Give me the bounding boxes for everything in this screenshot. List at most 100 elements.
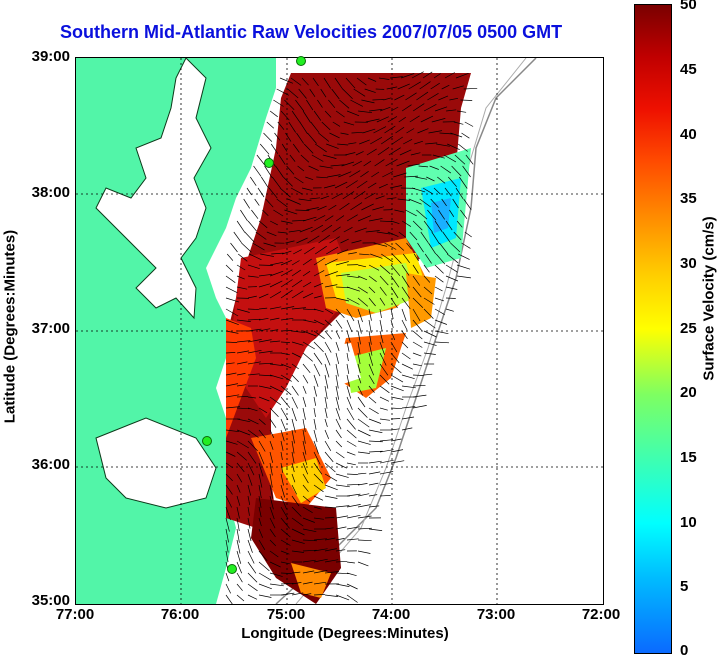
velocity-arrow — [289, 154, 296, 162]
map-plot-area[interactable] — [75, 57, 604, 605]
velocity-arrow — [313, 594, 325, 596]
velocity-arrow — [334, 77, 344, 90]
velocity-arrow — [384, 242, 397, 250]
velocity-arrow — [376, 231, 391, 235]
velocity-arrow — [320, 195, 330, 200]
velocity-arrow — [368, 341, 373, 356]
velocity-arrow — [409, 115, 420, 123]
radar-station-1[interactable] — [296, 56, 306, 66]
velocity-arrow — [437, 176, 446, 184]
velocity-arrow — [283, 176, 293, 187]
velocity-arrow — [401, 341, 409, 349]
velocity-arrow — [236, 528, 240, 543]
velocity-arrow — [291, 539, 305, 544]
velocity-arrow — [323, 184, 336, 189]
velocity-arrow — [431, 231, 440, 244]
velocity-arrow — [457, 143, 468, 152]
velocity-arrow — [326, 246, 339, 255]
velocity-arrow — [434, 297, 445, 302]
velocity-arrow — [313, 473, 324, 484]
velocity-arrow — [416, 209, 428, 220]
velocity-arrow — [225, 583, 232, 594]
velocity-arrow — [402, 253, 410, 264]
velocity-arrow — [379, 308, 382, 319]
velocity-arrow — [327, 174, 341, 178]
velocity-arrow — [401, 104, 412, 112]
ytick-label: 36:00 — [31, 456, 70, 473]
velocity-arrow — [280, 289, 293, 299]
velocity-arrow — [280, 330, 292, 332]
velocity-arrow — [269, 506, 275, 520]
velocity-arrow — [237, 253, 248, 262]
radar-station-2[interactable] — [264, 158, 274, 168]
velocity-arrow — [427, 93, 439, 101]
velocity-arrow — [280, 259, 292, 266]
velocity-arrow — [441, 198, 447, 207]
velocity-arrow — [252, 242, 265, 251]
velocity-arrow — [357, 472, 367, 475]
velocity-arrow — [390, 438, 402, 442]
velocity-arrow — [335, 330, 341, 339]
velocity-arrow — [324, 110, 332, 118]
velocity-arrow — [423, 264, 430, 273]
ytick-label: 39:00 — [31, 48, 70, 65]
velocity-arrow — [272, 176, 281, 189]
velocity-arrow — [430, 198, 439, 208]
velocity-arrow — [335, 538, 345, 541]
velocity-arrow — [313, 282, 324, 288]
velocity-arrow — [368, 286, 376, 294]
velocity-arrow — [353, 191, 366, 200]
velocity-arrow — [258, 273, 273, 277]
velocity-arrow — [412, 220, 423, 231]
velocity-arrow — [346, 473, 358, 475]
velocity-arrow — [445, 297, 456, 299]
velocity-arrow — [225, 517, 230, 532]
velocity-arrow — [236, 340, 251, 343]
velocity-arrow — [258, 293, 269, 299]
colorbar-tick: 50 — [680, 0, 697, 13]
velocity-arrow — [236, 561, 243, 574]
velocity-arrow — [335, 407, 341, 421]
velocity-arrow — [288, 121, 296, 133]
velocity-arrow — [408, 198, 422, 205]
velocity-arrow — [269, 473, 273, 488]
velocity-arrow — [236, 583, 243, 591]
velocity-arrow — [335, 451, 345, 459]
velocity-arrow — [458, 253, 470, 260]
velocity-arrow — [410, 152, 421, 156]
velocity-arrow — [408, 81, 421, 90]
radar-station-3[interactable] — [202, 436, 212, 446]
velocity-arrow — [411, 71, 424, 79]
velocity-arrow — [339, 99, 350, 109]
velocity-arrow — [368, 374, 375, 385]
velocity-arrow — [247, 561, 257, 574]
velocity-arrow — [313, 548, 328, 552]
velocity-arrow — [247, 528, 252, 542]
velocity-arrow — [357, 341, 361, 355]
velocity-arrow — [290, 77, 302, 86]
velocity-arrow — [247, 594, 258, 600]
velocity-arrow — [357, 561, 369, 567]
velocity-arrow — [225, 297, 240, 303]
velocity-arrow — [302, 570, 315, 574]
velocity-arrow — [390, 297, 398, 309]
colorbar-tick: 5 — [680, 578, 689, 595]
velocity-arrow — [335, 429, 342, 439]
velocity-arrow — [258, 561, 270, 572]
radar-station-4[interactable] — [227, 564, 237, 574]
velocity-arrow — [390, 319, 394, 328]
colorbar-tick: 20 — [680, 384, 697, 401]
velocity-arrow — [258, 264, 273, 266]
velocity-arrow — [346, 594, 358, 603]
velocity-arrow — [379, 407, 388, 411]
velocity-arrow — [346, 341, 350, 352]
velocity-arrow — [452, 85, 464, 90]
velocity-arrow — [269, 462, 273, 476]
velocity-arrow — [383, 97, 392, 101]
velocity-arrow — [313, 270, 325, 277]
velocity-arrow — [346, 561, 355, 564]
velocity-arrow — [280, 582, 294, 585]
velocity-arrow — [318, 132, 330, 142]
velocity-arrow — [456, 275, 471, 279]
velocity-arrow — [258, 385, 272, 389]
